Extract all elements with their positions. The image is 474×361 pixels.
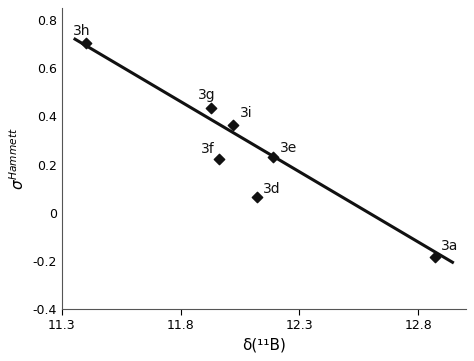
Text: 3a: 3a bbox=[441, 239, 458, 253]
Text: 3h: 3h bbox=[73, 24, 90, 38]
Point bbox=[82, 40, 90, 46]
Point bbox=[269, 155, 277, 160]
X-axis label: δ(¹¹B): δ(¹¹B) bbox=[242, 338, 286, 353]
Text: 3d: 3d bbox=[263, 182, 281, 196]
Point bbox=[208, 105, 215, 111]
Point bbox=[229, 122, 237, 128]
Point bbox=[215, 156, 222, 161]
Y-axis label: $\sigma^{Hammett}$: $\sigma^{Hammett}$ bbox=[9, 127, 27, 190]
Text: 3g: 3g bbox=[199, 88, 216, 102]
Text: 3e: 3e bbox=[280, 141, 297, 155]
Point bbox=[253, 194, 260, 200]
Text: 3i: 3i bbox=[239, 106, 252, 120]
Text: 3f: 3f bbox=[201, 142, 215, 156]
Point bbox=[431, 254, 438, 260]
